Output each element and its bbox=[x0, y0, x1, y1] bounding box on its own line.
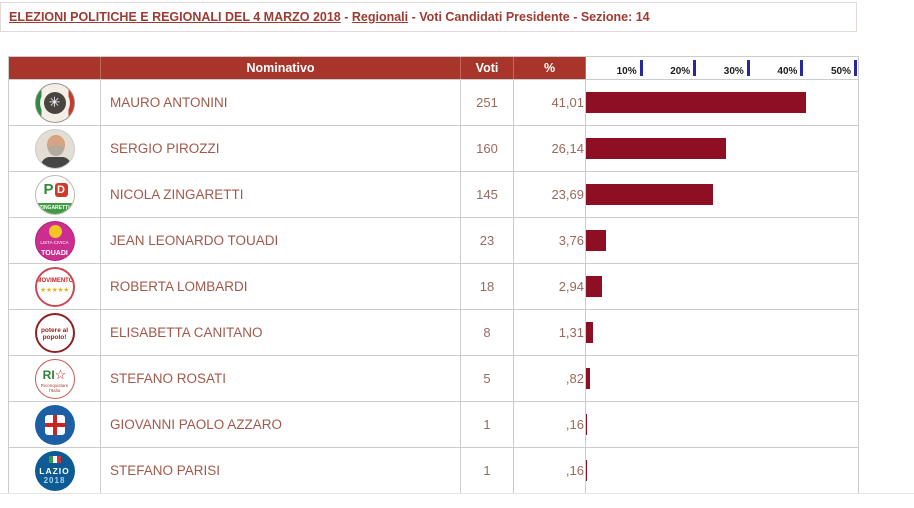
democrazia-cristiana-logo bbox=[34, 404, 75, 445]
breadcrumb-link-regionali[interactable]: Regionali bbox=[351, 10, 409, 24]
breadcrumb-tail: - Voti Candidati Presidente - Sezione: 1… bbox=[408, 10, 650, 24]
votes-value: 251 bbox=[461, 80, 514, 125]
potere-al-popolo-logo: potere al popolo! bbox=[34, 312, 75, 353]
candidate-name: ELISABETTA CANITANO bbox=[101, 310, 461, 355]
party-logo-cell: MOVIMENTO ★★★★★ bbox=[9, 264, 101, 309]
scale-label: 30% bbox=[723, 66, 744, 77]
percent-value: 41,01 bbox=[514, 80, 586, 125]
percent-bar bbox=[586, 322, 594, 343]
scale-tick bbox=[800, 60, 804, 76]
percent-value: ,16 bbox=[514, 402, 586, 447]
votes-value: 5 bbox=[461, 356, 514, 401]
candidate-row: MOVIMENTO ★★★★★ ROBERTA LOMBARDI 18 2,94 bbox=[9, 263, 858, 309]
percent-value: 26,14 bbox=[514, 126, 586, 171]
header-nominativo: Nominativo bbox=[101, 57, 461, 79]
table-header-row: Nominativo Voti % 10% 20% 30% 40% 50% bbox=[9, 57, 858, 79]
percent-bar-cell bbox=[586, 218, 858, 263]
percent-bar-cell bbox=[586, 80, 858, 125]
votes-value: 1 bbox=[461, 448, 514, 493]
candidate-row: LISTA CIVICA TOUADI JEAN LEONARDO TOUADI … bbox=[9, 217, 858, 263]
header-logo-column bbox=[9, 57, 101, 79]
riconquistare-italia-logo: RI☆ Riconquistare l'Italia bbox=[34, 358, 75, 399]
party-logo-cell: ✳ bbox=[9, 80, 101, 125]
header-voti: Voti bbox=[461, 57, 514, 79]
percent-value: 2,94 bbox=[514, 264, 586, 309]
candidate-name: GIOVANNI PAOLO AZZARO bbox=[101, 402, 461, 447]
votes-value: 8 bbox=[461, 310, 514, 355]
percent-bar bbox=[586, 414, 587, 435]
candidate-name: NICOLA ZINGARETTI bbox=[101, 172, 461, 217]
touadi-logo: LISTA CIVICA TOUADI bbox=[34, 220, 75, 261]
percent-value: ,16 bbox=[514, 448, 586, 493]
pd-logo: P D ZINGARETTI bbox=[34, 174, 75, 215]
percent-bar bbox=[586, 138, 727, 159]
candidate-row: SERGIO PIROZZI 160 26,14 bbox=[9, 125, 858, 171]
candidate-name: ROBERTA LOMBARDI bbox=[101, 264, 461, 309]
percent-bar-cell bbox=[586, 356, 858, 401]
party-logo-cell: P D ZINGARETTI bbox=[9, 172, 101, 217]
percent-bar bbox=[586, 460, 587, 481]
candidate-row: LAZIO 2018 STEFANO PARISI 1 ,16 bbox=[9, 447, 858, 493]
percent-bar bbox=[586, 368, 591, 389]
percent-bar-cell bbox=[586, 264, 858, 309]
percent-value: 3,76 bbox=[514, 218, 586, 263]
party-logo-cell: LAZIO 2018 bbox=[9, 448, 101, 493]
votes-value: 23 bbox=[461, 218, 514, 263]
percent-bar-cell bbox=[586, 448, 858, 493]
percent-bar bbox=[586, 184, 713, 205]
percent-value: 1,31 bbox=[514, 310, 586, 355]
percent-bar-cell bbox=[586, 402, 858, 447]
candidate-name: JEAN LEONARDO TOUADI bbox=[101, 218, 461, 263]
casapound-logo: ✳ bbox=[34, 82, 75, 123]
scale-label: 40% bbox=[777, 66, 798, 77]
m5s-logo: MOVIMENTO ★★★★★ bbox=[34, 266, 75, 307]
percent-bar bbox=[586, 230, 607, 251]
votes-value: 18 bbox=[461, 264, 514, 309]
breadcrumb: ELEZIONI POLITICHE E REGIONALI DEL 4 MAR… bbox=[0, 2, 857, 32]
breadcrumb-link-elezioni[interactable]: ELEZIONI POLITICHE E REGIONALI DEL 4 MAR… bbox=[9, 10, 341, 24]
table-body: ✳ MAURO ANTONINI 251 41,01 SERGIO PIROZZ… bbox=[9, 79, 858, 493]
party-logo-cell bbox=[9, 126, 101, 171]
candidate-name: MAURO ANTONINI bbox=[101, 80, 461, 125]
scale-tick bbox=[639, 60, 643, 76]
votes-value: 160 bbox=[461, 126, 514, 171]
results-table: Nominativo Voti % 10% 20% 30% 40% 50% ✳ MAUR… bbox=[8, 56, 859, 494]
percent-value: ,82 bbox=[514, 356, 586, 401]
candidate-name: SERGIO PIROZZI bbox=[101, 126, 461, 171]
candidate-name: STEFANO ROSATI bbox=[101, 356, 461, 401]
votes-value: 1 bbox=[461, 402, 514, 447]
lazio-2018-logo: LAZIO 2018 bbox=[34, 450, 75, 491]
scale-tick bbox=[693, 60, 697, 76]
scale-tick bbox=[854, 60, 857, 76]
party-logo-cell bbox=[9, 402, 101, 447]
candidate-name: STEFANO PARISI bbox=[101, 448, 461, 493]
pirozzi-photo bbox=[34, 128, 75, 169]
header-percent: % bbox=[514, 57, 586, 79]
candidate-row: RI☆ Riconquistare l'Italia STEFANO ROSATI… bbox=[9, 355, 858, 401]
percent-bar bbox=[586, 92, 806, 113]
scale-label: 50% bbox=[830, 66, 851, 77]
candidate-row: ✳ MAURO ANTONINI 251 41,01 bbox=[9, 79, 858, 125]
percent-bar-cell bbox=[586, 126, 858, 171]
scale-label: 10% bbox=[616, 66, 637, 77]
percent-bar-cell bbox=[586, 310, 858, 355]
votes-value: 145 bbox=[461, 172, 514, 217]
percent-value: 23,69 bbox=[514, 172, 586, 217]
party-logo-cell: RI☆ Riconquistare l'Italia bbox=[9, 356, 101, 401]
party-logo-cell: potere al popolo! bbox=[9, 310, 101, 355]
scale-label: 20% bbox=[670, 66, 691, 77]
scale-tick bbox=[746, 60, 750, 76]
bottom-divider bbox=[0, 493, 914, 494]
candidate-row: potere al popolo! ELISABETTA CANITANO 8 … bbox=[9, 309, 858, 355]
candidate-row: P D ZINGARETTI NICOLA ZINGARETTI 145 23,69 bbox=[9, 171, 858, 217]
party-logo-cell: LISTA CIVICA TOUADI bbox=[9, 218, 101, 263]
breadcrumb-separator: - bbox=[340, 10, 352, 24]
percent-bar-cell bbox=[586, 172, 858, 217]
candidate-row: GIOVANNI PAOLO AZZARO 1 ,16 bbox=[9, 401, 858, 447]
chart-scale-header: 10% 20% 30% 40% 50% bbox=[586, 57, 858, 79]
percent-bar bbox=[586, 276, 602, 297]
